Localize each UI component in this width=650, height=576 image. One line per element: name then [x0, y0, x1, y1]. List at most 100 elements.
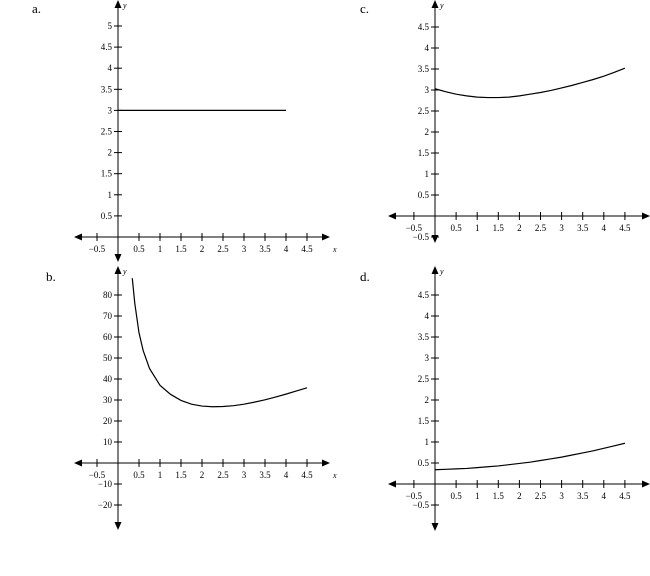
y-tick-label: 3 [425, 353, 430, 363]
x-tick-label: 3 [559, 491, 564, 501]
y-tick-label: 4 [108, 63, 113, 73]
x-tick-label: 4.5 [301, 470, 313, 480]
y-axis-arrow-down [114, 254, 122, 262]
y-tick-label: 0.5 [418, 458, 430, 468]
x-tick-label: 0.5 [133, 244, 145, 254]
y-tick-label: 2.5 [418, 374, 430, 384]
x-axis-arrow-right [322, 459, 330, 467]
x-axis-arrow-left [74, 459, 82, 467]
y-tick-label: 60 [103, 332, 113, 342]
x-axis-arrow-left [388, 480, 396, 488]
x-axis-label: x [332, 471, 337, 480]
y-axis-arrow-up [431, 266, 439, 274]
y-tick-label: 3 [425, 85, 430, 95]
x-tick-label: 3.5 [577, 223, 589, 233]
x-tick-label: 0.5 [450, 223, 462, 233]
x-tick-label: −0.5 [89, 244, 106, 254]
y-axis-label: y [122, 267, 127, 276]
y-axis-arrow-up [114, 266, 122, 274]
y-tick-label: 3.5 [418, 64, 430, 74]
y-tick-label: 20 [103, 416, 113, 426]
y-tick-label: 30 [103, 395, 113, 405]
y-tick-label: −0.5 [413, 500, 430, 510]
y-axis-arrow-down [114, 522, 122, 530]
x-tick-label: 3.5 [259, 244, 271, 254]
series-line [131, 278, 308, 408]
panel-label-a: a. [32, 1, 41, 16]
y-axis-label: y [122, 1, 127, 10]
y-tick-label: 1.5 [101, 169, 113, 179]
x-tick-label: 3 [242, 470, 247, 480]
x-axis-arrow-right [642, 480, 650, 488]
y-tick-label: 4 [425, 43, 430, 53]
x-tick-label: 1 [475, 491, 480, 501]
x-tick-label: 2 [200, 470, 205, 480]
x-axis-arrow-left [388, 212, 396, 220]
x-tick-label: 1.5 [493, 223, 505, 233]
y-axis-label: y [439, 267, 444, 276]
y-tick-label: 0.5 [418, 190, 430, 200]
panel-label-b: b. [46, 269, 56, 284]
x-tick-label: 0.5 [450, 491, 462, 501]
y-tick-label: 2.5 [101, 127, 113, 137]
x-tick-label: 1.5 [493, 491, 505, 501]
panel-label-d: d. [360, 269, 370, 284]
x-axis-arrow-right [642, 212, 650, 220]
y-tick-label: 1 [108, 190, 113, 200]
y-axis-label: y [439, 1, 444, 10]
x-tick-label: 2 [200, 244, 205, 254]
x-tick-label: 2.5 [535, 491, 547, 501]
y-tick-label: 1 [425, 169, 430, 179]
y-axis-arrow-down [431, 235, 439, 243]
y-tick-label: 40 [103, 374, 113, 384]
y-tick-label: 4.5 [418, 22, 430, 32]
y-tick-label: 2.5 [418, 106, 430, 116]
x-axis-arrow-left [74, 233, 82, 241]
y-tick-label: 3.5 [418, 332, 430, 342]
y-tick-label: 80 [103, 290, 113, 300]
y-axis-arrow-up [114, 0, 122, 8]
x-tick-label: −0.5 [406, 223, 423, 233]
x-tick-label: 1 [158, 470, 163, 480]
y-axis-arrow-down [431, 523, 439, 531]
x-axis-arrow-right [322, 233, 330, 241]
y-tick-label: 1.5 [418, 148, 430, 158]
x-axis-label: x [332, 245, 337, 254]
y-tick-label: 4 [425, 311, 430, 321]
chart-panel-d: d.xy−0.50.511.522.533.544.5−0.50.511.522… [360, 266, 650, 531]
series-line [434, 67, 626, 99]
x-tick-label: 4 [284, 244, 289, 254]
y-tick-label: 70 [103, 311, 113, 321]
y-axis-arrow-up [431, 0, 439, 8]
y-tick-label: 5 [108, 21, 113, 31]
x-tick-label: −0.5 [89, 470, 106, 480]
y-tick-label: 3 [108, 105, 113, 115]
x-tick-label: 3.5 [577, 491, 589, 501]
x-tick-label: 0.5 [133, 470, 145, 480]
x-tick-label: −0.5 [406, 491, 423, 501]
x-tick-label: 4.5 [619, 223, 631, 233]
x-tick-label: 2.5 [217, 470, 229, 480]
x-tick-label: 4.5 [301, 244, 313, 254]
y-tick-label: 3.5 [101, 84, 113, 94]
x-tick-label: 4.5 [619, 491, 631, 501]
x-tick-label: 1 [158, 244, 163, 254]
y-tick-label: 2 [425, 395, 430, 405]
y-tick-label: −20 [98, 500, 113, 510]
chart-panel-c: c.xy−0.50.511.522.533.544.5−0.50.511.522… [360, 0, 650, 243]
y-tick-label: −0.5 [413, 232, 430, 242]
x-tick-label: 1 [475, 223, 480, 233]
y-tick-label: 1 [425, 437, 430, 447]
x-tick-label: 4 [602, 223, 607, 233]
y-tick-label: 50 [103, 353, 113, 363]
y-tick-label: −10 [98, 479, 113, 489]
x-tick-label: 4 [602, 491, 607, 501]
y-tick-label: 0.5 [101, 211, 113, 221]
x-tick-label: 4 [284, 470, 289, 480]
x-tick-label: 2 [517, 491, 522, 501]
x-tick-label: 2.5 [217, 244, 229, 254]
x-tick-label: 1.5 [175, 470, 187, 480]
y-tick-label: 4.5 [418, 290, 430, 300]
panel-label-c: c. [360, 1, 369, 16]
